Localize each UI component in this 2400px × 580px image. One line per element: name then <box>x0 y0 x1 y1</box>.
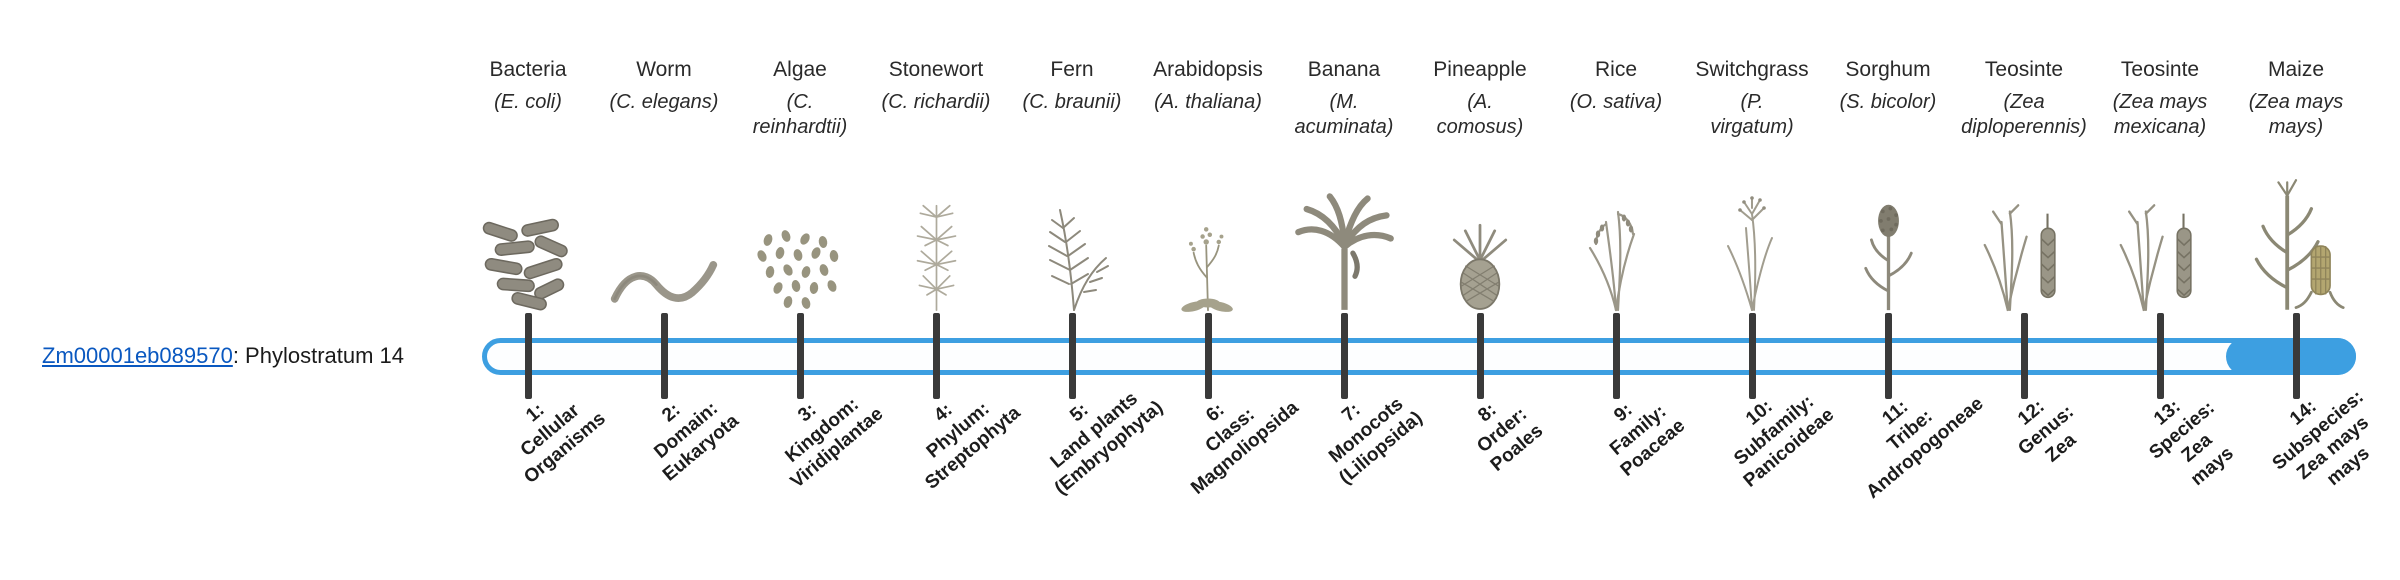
timeline-tick <box>1204 313 1212 399</box>
organism-sci-name: (Zea mays mexicana) <box>2112 91 2208 138</box>
stage-label: 1: Cellular Organisms <box>516 399 610 489</box>
organism-name: Algae <box>773 58 827 81</box>
switchgrass-illustration <box>1667 176 1837 312</box>
phylostratum-highlight <box>2226 338 2356 375</box>
timeline-tick <box>796 313 804 399</box>
timeline-tick <box>524 313 532 399</box>
stage-label: 2: Domain: Eukaryota <box>650 398 744 486</box>
stonewort-illustration <box>851 176 1021 312</box>
stage-label: 9: Family: Poaceae <box>1606 399 1690 482</box>
timeline-tick <box>660 313 668 399</box>
organism-sci-name: (C. richardii) <box>881 91 991 113</box>
fern-illustration <box>987 176 1157 312</box>
arabidopsis-illustration <box>1123 176 1293 312</box>
timeline-tick <box>2292 313 2300 399</box>
organism-name: Switchgrass <box>1695 58 1809 81</box>
stage-label: 13: Species: Zea mays <box>2145 395 2238 490</box>
organism-sci-name: (C. elegans) <box>609 91 719 113</box>
organism-sci-name: (E. coli) <box>494 91 562 113</box>
organism-name: Sorghum <box>1845 58 1931 81</box>
stage-label: 4: Phylum: Streptophyta <box>921 398 1025 495</box>
rice-illustration <box>1531 176 1701 312</box>
stage-label: 14: Subspecies: Zea mays mays <box>2268 386 2374 490</box>
organism-sci-name: (C. reinhardtii) <box>752 91 848 138</box>
banana-illustration <box>1259 176 1429 312</box>
timeline-tick <box>1612 313 1620 399</box>
organism-name: Banana <box>1307 58 1381 81</box>
stage-label: 5: Land plants (Embryophyta) <box>1046 388 1168 500</box>
organism-sci-name: (Zea mays mays) <box>2248 91 2344 138</box>
timeline-tick <box>1884 313 1892 399</box>
organism-name: Maize <box>2267 58 2325 81</box>
organism-name: Pineapple <box>1433 58 1527 81</box>
stage-label: 6: Class: Magnoliopsida <box>1187 397 1303 500</box>
organism-name: Teosinte <box>2120 58 2200 81</box>
organism-name: Teosinte <box>1984 58 2064 81</box>
algae-illustration <box>715 176 885 312</box>
gene-label: Zm00001eb089570: Phylostratum 14 <box>42 342 404 370</box>
organism-sci-name: (C. braunii) <box>1022 91 1122 113</box>
stage-label: 12: Genus: Zea <box>2014 395 2081 467</box>
organism-sci-name: (A. thaliana) <box>1154 91 1262 113</box>
timeline-tick <box>2156 313 2164 399</box>
organism-name: Fern <box>1050 58 1094 81</box>
teosinte-illustration <box>2075 176 2245 312</box>
bacteria-illustration <box>443 176 613 312</box>
timeline-tick <box>1340 313 1348 399</box>
timeline-tick <box>1476 313 1484 399</box>
sorghum-illustration <box>1803 176 1973 312</box>
gene-link[interactable]: Zm00001eb089570 <box>42 343 233 368</box>
organism-name: Rice <box>1594 58 1637 81</box>
organism-name: Worm <box>636 58 692 81</box>
organism-sci-name: (O. sativa) <box>1569 91 1663 113</box>
worm-illustration <box>579 176 749 312</box>
stage-label: 11: Tribe: Andropogoneae <box>1862 393 1988 504</box>
organism-sci-name: (M. acuminata) <box>1294 91 1394 138</box>
timeline-track <box>482 338 2356 375</box>
stage-label: 8: Order: Poales <box>1473 399 1548 477</box>
organism-sci-name: (P. virgatum) <box>1710 91 1794 138</box>
stage-label: 7: Monocots (Liliopsida) <box>1325 393 1427 489</box>
organism-name: Bacteria <box>489 58 567 81</box>
timeline-tick <box>2020 313 2028 399</box>
teosinte-illustration <box>1939 176 2109 312</box>
organism-sci-name: (Zea diploperennis) <box>1961 91 2087 138</box>
organism-name: Arabidopsis <box>1153 58 1263 81</box>
organism-name: Stonewort <box>888 58 984 81</box>
maize-illustration <box>2211 176 2381 312</box>
timeline-tick <box>932 313 940 399</box>
timeline-tick <box>1748 313 1756 399</box>
stage-label: 3: Kingdom: Viridiplantae <box>781 394 888 493</box>
organism-sci-name: (A. comosus) <box>1436 91 1524 138</box>
organism-sci-name: (S. bicolor) <box>1839 91 1937 113</box>
timeline-tick <box>1068 313 1076 399</box>
gene-phylostratum-text: : Phylostratum 14 <box>232 343 405 368</box>
pineapple-illustration <box>1395 176 1565 312</box>
stage-label: 10: Subfamily: Panicoideae <box>1730 391 1839 492</box>
